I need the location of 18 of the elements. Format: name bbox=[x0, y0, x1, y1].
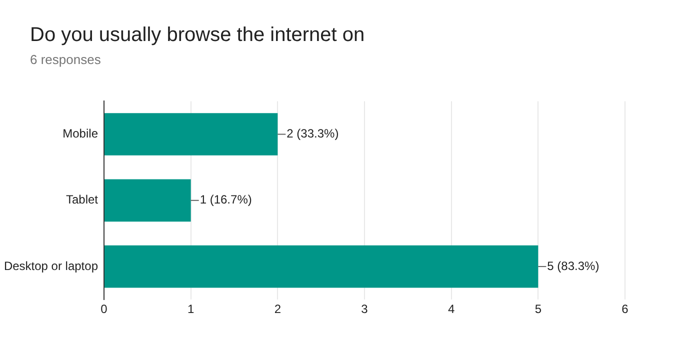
bar bbox=[104, 179, 191, 222]
x-tick-label: 3 bbox=[361, 302, 368, 316]
bar bbox=[104, 245, 538, 288]
y-tick-label: Desktop or laptop bbox=[4, 258, 98, 273]
chart-subtitle: 6 responses bbox=[30, 52, 101, 67]
y-tick-label: Tablet bbox=[66, 192, 99, 207]
data-label: 1 (16.7%) bbox=[200, 192, 252, 207]
data-label: 2 (33.3%) bbox=[286, 126, 339, 141]
x-tick-label: 1 bbox=[187, 302, 194, 316]
x-tick-label: 4 bbox=[448, 302, 455, 316]
y-tick-label: Mobile bbox=[62, 126, 98, 141]
x-tick-label: 2 bbox=[274, 302, 282, 316]
x-tick-label: 0 bbox=[100, 302, 108, 316]
x-tick-label: 5 bbox=[534, 302, 542, 316]
chart-title: Do you usually browse the internet on bbox=[30, 24, 365, 47]
bar bbox=[104, 113, 278, 156]
data-label: 5 (83.3%) bbox=[547, 258, 600, 273]
x-tick-label: 6 bbox=[622, 302, 629, 316]
